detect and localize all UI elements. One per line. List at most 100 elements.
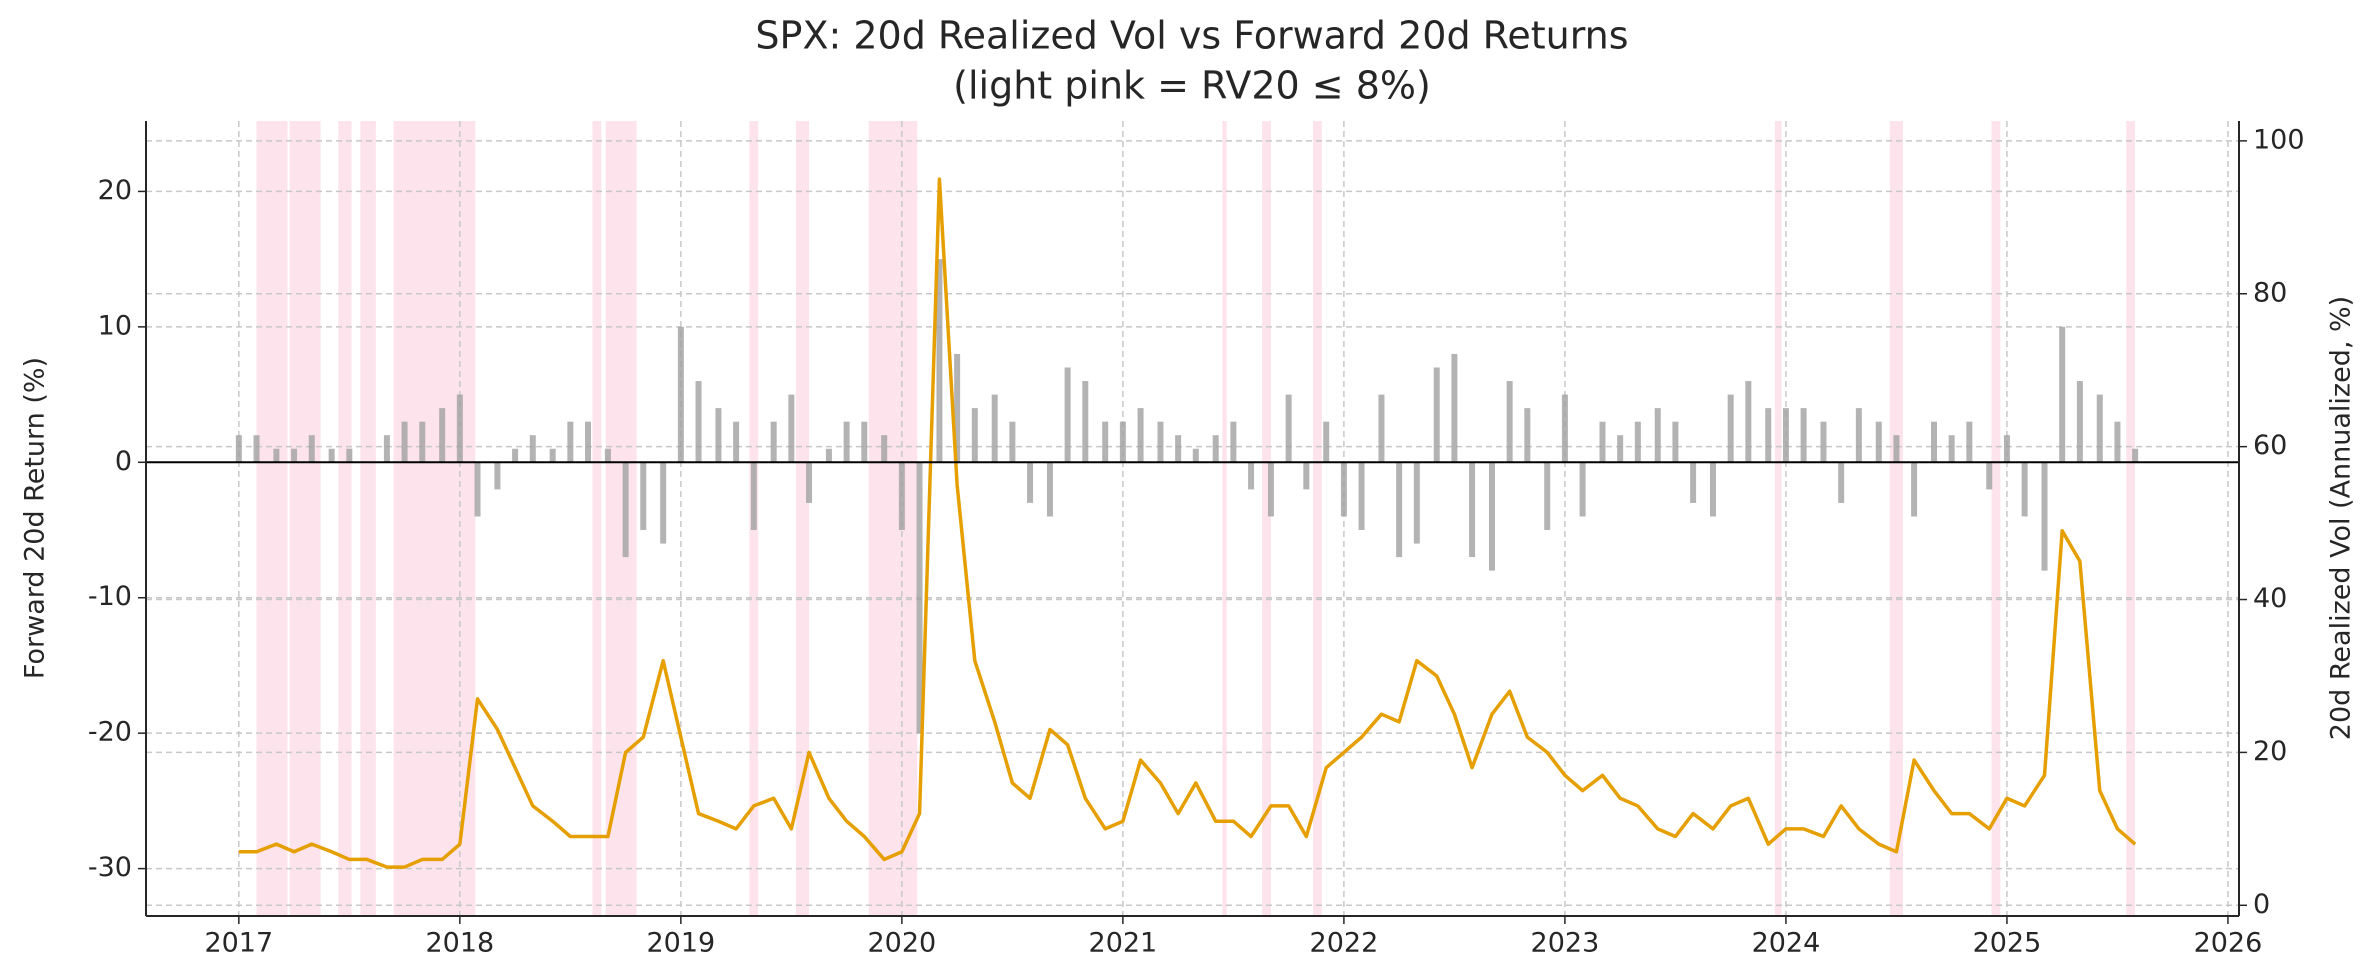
low-vol-region (1774, 121, 1782, 916)
return-bar (788, 394, 795, 463)
y-axis-label: Forward 20d Return (%) (20, 357, 51, 679)
return-bar (1009, 421, 1016, 463)
return-bar (474, 462, 481, 517)
x-tick-label: 2022 (1310, 928, 1379, 959)
return-bar (954, 353, 961, 463)
return-bar (1765, 408, 1772, 463)
return-bar (1488, 462, 1495, 571)
low-vol-region (1991, 121, 2001, 916)
y-tick-label: -20 (88, 717, 132, 748)
low-vol-region (289, 121, 321, 916)
return-bar (346, 448, 353, 463)
return-bar (253, 435, 260, 463)
return-bar (1358, 462, 1365, 531)
x-tick-label: 2024 (1752, 928, 1821, 959)
y2-tick-label: 100 (2253, 124, 2305, 155)
low-vol-region (256, 121, 288, 916)
return-bar (733, 421, 740, 463)
return-bar (567, 421, 574, 463)
return-bar (1875, 421, 1882, 463)
return-bar (1745, 381, 1752, 463)
return-bar (328, 448, 335, 463)
return-bar (770, 421, 777, 463)
x-tick-label: 2026 (2194, 928, 2263, 959)
y-tick-label: 10 (98, 310, 132, 341)
return-bar (1506, 381, 1513, 463)
x-tick-label: 2021 (1089, 928, 1158, 959)
return-bar (1709, 462, 1716, 517)
return-bar (936, 259, 943, 463)
low-vol-region (2126, 121, 2136, 916)
low-vol-region (393, 121, 476, 916)
return-bar (2021, 462, 2028, 517)
return-bar (1046, 462, 1053, 517)
return-bar (1634, 421, 1641, 463)
return-bar (640, 462, 647, 531)
return-bar (622, 462, 629, 558)
return-bar (1303, 462, 1310, 490)
x-tick-label: 2019 (646, 928, 715, 959)
return-bar (1800, 408, 1807, 463)
return-bar (604, 448, 611, 463)
return-bar (1820, 421, 1827, 463)
return-bar (991, 394, 998, 463)
return-bar (2132, 448, 2139, 463)
low-vol-region (592, 121, 602, 916)
low-vol-region (338, 121, 352, 916)
return-bar (677, 326, 684, 463)
return-bar (456, 394, 463, 463)
return-bar (825, 448, 832, 463)
return-bar (419, 421, 426, 463)
x-tick-label: 2020 (868, 928, 937, 959)
return-bar (1911, 462, 1918, 517)
return-bar (1157, 421, 1164, 463)
low-vol-region (605, 121, 637, 916)
return-bar (1378, 394, 1385, 463)
return-bar (1413, 462, 1420, 544)
y-tick-label: -30 (88, 852, 132, 883)
return-bar (1561, 394, 1568, 463)
return-bar (660, 462, 667, 544)
return-bar (806, 462, 813, 503)
x-tick-label: 2018 (425, 928, 494, 959)
return-bar (2041, 462, 2048, 571)
chart-subtitle: (light pink = RV20 ≤ 8%) (953, 64, 1431, 108)
return-bar (383, 435, 390, 463)
return-bar (291, 448, 298, 463)
x-tick-label: 2023 (1531, 928, 1600, 959)
vol-line (238, 177, 2137, 869)
return-bar (2096, 394, 2103, 463)
low-vol-region (1262, 121, 1271, 916)
chart-title: SPX: 20d Realized Vol vs Forward 20d Ret… (755, 14, 1628, 58)
return-bar (529, 435, 536, 463)
x-tick-label: 2017 (204, 928, 273, 959)
y2-axis-label: 20d Realized Vol (Annualized, %) (2326, 296, 2357, 740)
return-bar (898, 462, 905, 531)
return-bar (1433, 367, 1440, 463)
y-tick-label: 20 (98, 175, 132, 206)
return-bar (1064, 367, 1071, 463)
y2-tick-label: 0 (2253, 889, 2270, 920)
return-bar (1285, 394, 1292, 463)
return-bar (585, 421, 592, 463)
return-bar (1838, 462, 1845, 503)
return-bar (1966, 421, 1973, 463)
return-bar (881, 435, 888, 463)
low-vol-region (1312, 121, 1322, 916)
return-bar (1192, 448, 1199, 463)
return-bar (2114, 421, 2121, 463)
return-bar (1855, 408, 1862, 463)
return-bar (1323, 421, 1330, 463)
return-bar (401, 421, 408, 463)
return-bar (1654, 408, 1661, 463)
return-bar (1082, 381, 1089, 463)
low-vol-region (1889, 121, 1904, 916)
return-bar (1727, 394, 1734, 463)
return-bar (512, 448, 519, 463)
return-bar (1102, 421, 1109, 463)
return-bar (1212, 435, 1219, 463)
return-bar (2003, 435, 2010, 463)
return-bar (2059, 326, 2066, 463)
return-bar (695, 381, 702, 463)
